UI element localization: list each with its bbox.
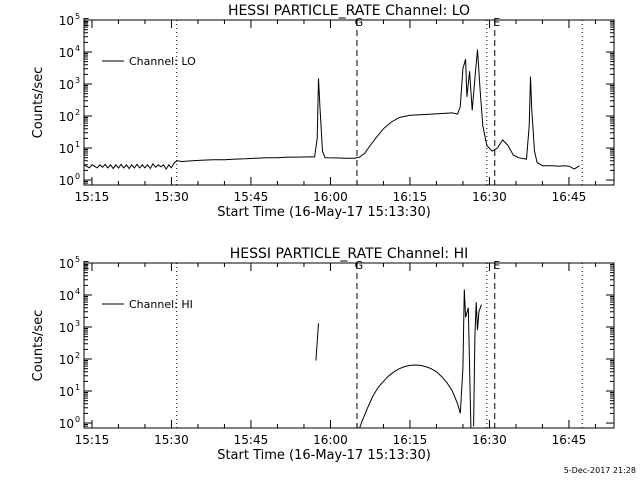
y-tick-label-base: 10: [59, 78, 74, 92]
y-tick-label-exp: 1: [75, 140, 80, 149]
y-tick-label-base: 10: [59, 321, 74, 335]
marker-label: E: [83, 16, 90, 29]
marker-label: G: [355, 16, 364, 29]
marker-label: E: [493, 16, 500, 29]
marker-label: E: [83, 259, 90, 272]
y-tick-label-exp: 2: [75, 351, 80, 360]
footer-timestamp: 5-Dec-2017 21:28: [564, 466, 636, 475]
y-tick-label-base: 10: [59, 385, 74, 399]
series-line: [473, 302, 482, 427]
marker-label: G: [355, 259, 364, 272]
y-tick-label-base: 10: [59, 417, 74, 431]
y-axis-label: Counts/sec: [31, 310, 46, 382]
y-tick-label-exp: 5: [75, 12, 80, 21]
y-tick-label-exp: 3: [75, 319, 80, 328]
y-tick-label-base: 10: [59, 110, 74, 124]
y-tick-label-base: 10: [59, 142, 74, 156]
y-tick-label-exp: 2: [75, 108, 80, 117]
y-tick-label-exp: 1: [75, 383, 80, 392]
y-tick-label-base: 10: [59, 46, 74, 60]
y-tick-label-base: 10: [59, 353, 74, 367]
x-tick-label: 15:30: [154, 433, 189, 447]
x-tick-label: 16:30: [472, 433, 507, 447]
y-tick-label-base: 10: [59, 289, 74, 303]
y-tick-label-exp: 4: [75, 44, 80, 53]
x-tick-label: 16:45: [552, 433, 587, 447]
x-tick-label: 16:45: [552, 190, 587, 204]
y-tick-label-base: 10: [59, 257, 74, 271]
y-axis-label: Counts/sec: [31, 67, 46, 139]
x-tick-label: 16:00: [313, 433, 348, 447]
x-axis-label: Start Time (16-May-17 15:13:30): [217, 448, 431, 463]
legend-label: Channel: HI: [129, 298, 193, 311]
x-tick-label: 16:15: [393, 433, 428, 447]
x-tick-label: 16:30: [472, 190, 507, 204]
legend-label: Channel: LO: [129, 55, 196, 68]
x-tick-label: 15:15: [75, 190, 110, 204]
chart-title: HESSI PARTICLE_RATE Channel: LO: [228, 3, 470, 19]
x-tick-label: 15:15: [75, 433, 110, 447]
x-axis-label: Start Time (16-May-17 15:13:30): [217, 205, 431, 220]
x-tick-label: 15:45: [234, 190, 269, 204]
series-line: [315, 323, 319, 361]
series-line: [83, 49, 580, 171]
y-tick-label-exp: 5: [75, 255, 80, 264]
series-line: [359, 289, 472, 429]
x-tick-label: 15:30: [154, 190, 189, 204]
y-tick-label-exp: 3: [75, 76, 80, 85]
y-tick-label-base: 10: [59, 14, 74, 28]
y-tick-label-exp: 0: [75, 172, 80, 181]
y-tick-label-base: 10: [59, 174, 74, 188]
chart-title: HESSI PARTICLE_RATE Channel: HI: [230, 246, 468, 262]
marker-label: E: [493, 259, 500, 272]
chart-panel-lo: HESSI PARTICLE_RATE Channel: LO 15:15 15:3…: [31, 3, 615, 220]
x-tick-label: 15:45: [234, 433, 269, 447]
y-tick-label-exp: 0: [75, 415, 80, 424]
plot-frame: [83, 19, 615, 186]
plot-frame: [83, 262, 615, 429]
chart-panel-hi: HESSI PARTICLE_RATE Channel: HI 15:15 15:3…: [31, 246, 615, 463]
y-tick-label-exp: 4: [75, 287, 80, 296]
x-tick-label: 16:15: [393, 190, 428, 204]
x-tick-label: 16:00: [313, 190, 348, 204]
